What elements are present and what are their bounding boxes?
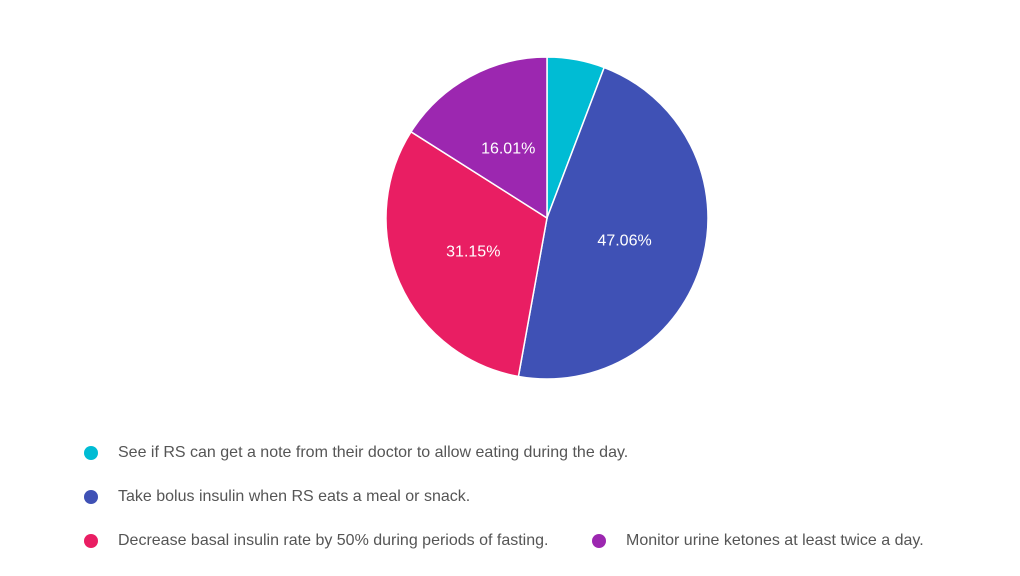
legend-dot-icon bbox=[592, 534, 606, 548]
legend-label: Decrease basal insulin rate by 50% durin… bbox=[118, 532, 549, 549]
slice-value-label-bolus-insulin: 47.06% bbox=[597, 233, 651, 250]
legend-item-urine-ketones[interactable]: Monitor urine ketones at least twice a d… bbox=[592, 532, 924, 550]
pie-chart-svg: 47.06% 31.15% 16.01% bbox=[385, 56, 709, 380]
legend-label: Take bolus insulin when RS eats a meal o… bbox=[118, 488, 471, 505]
legend-item-doctor-note[interactable]: See if RS can get a note from their doct… bbox=[84, 444, 628, 462]
legend-label: Monitor urine ketones at least twice a d… bbox=[626, 532, 924, 549]
slice-value-label-urine-ketones: 16.01% bbox=[481, 140, 535, 157]
legend-label: See if RS can get a note from their doct… bbox=[118, 444, 629, 461]
legend-item-bolus-insulin[interactable]: Take bolus insulin when RS eats a meal o… bbox=[84, 488, 470, 506]
pie-slice-bolus-insulin[interactable] bbox=[517, 66, 709, 380]
legend-item-basal-insulin[interactable]: Decrease basal insulin rate by 50% durin… bbox=[84, 532, 548, 550]
pie-slice-urine-ketones[interactable] bbox=[409, 56, 548, 220]
legend-dot-icon bbox=[84, 446, 98, 460]
slice-value-label-basal-insulin: 31.15% bbox=[446, 243, 500, 260]
legend-dot-icon bbox=[84, 490, 98, 504]
legend-dot-icon bbox=[84, 534, 98, 548]
